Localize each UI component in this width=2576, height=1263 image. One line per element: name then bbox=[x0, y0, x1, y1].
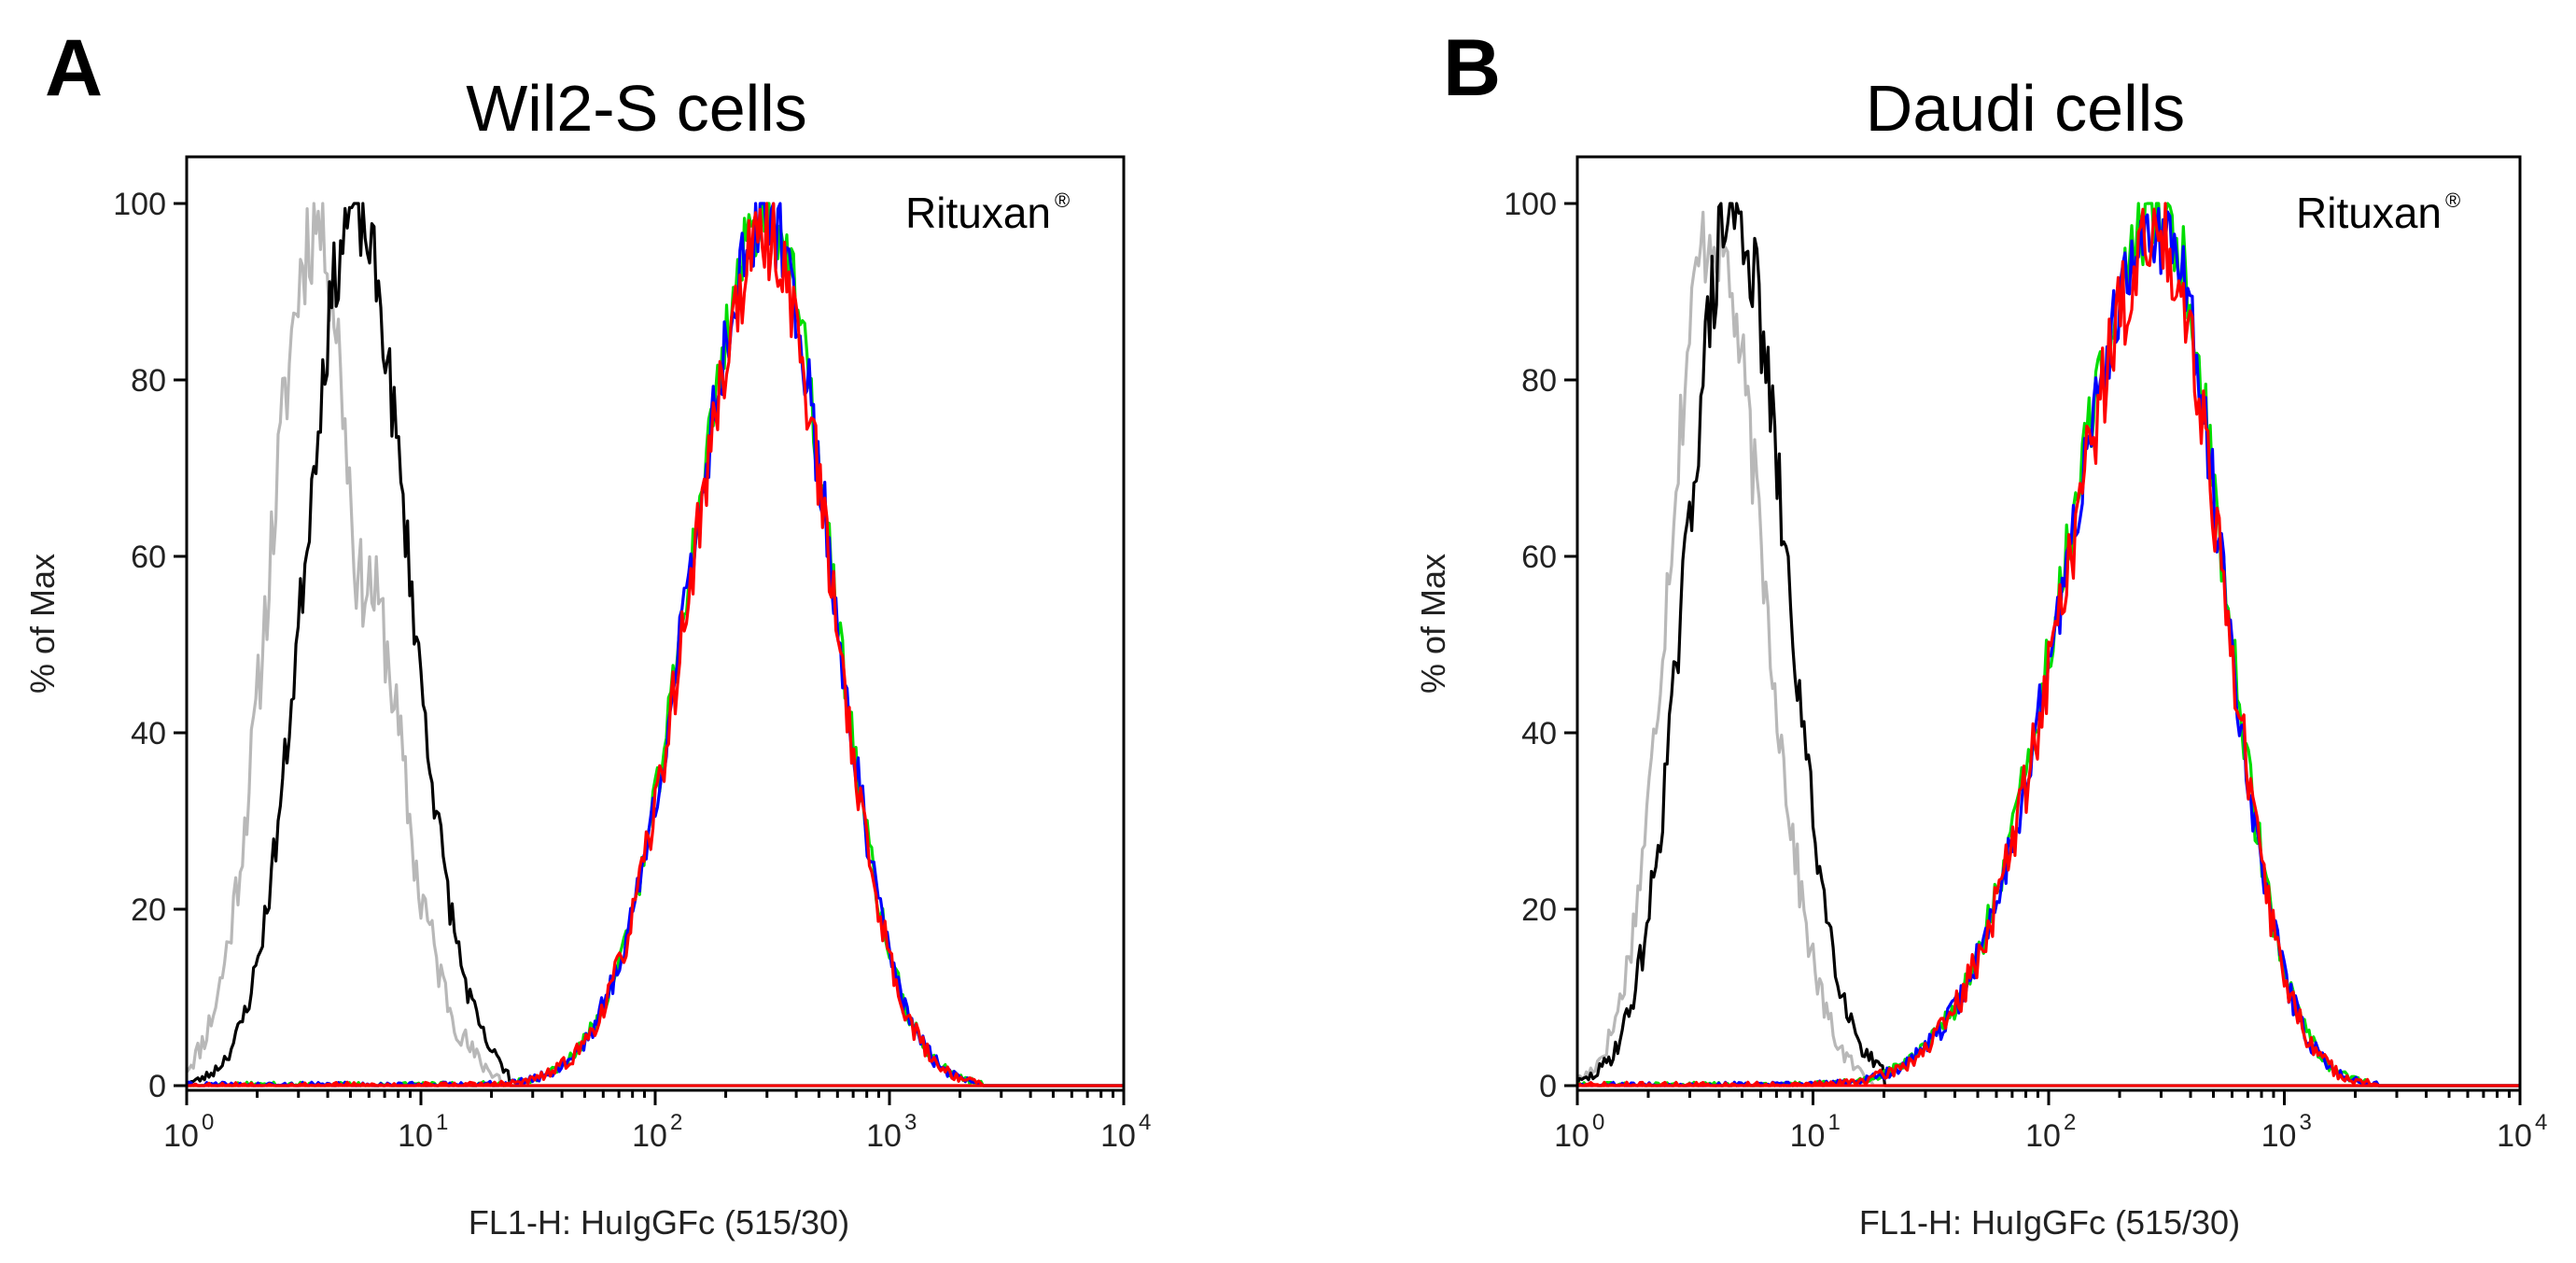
plot-frame bbox=[185, 155, 1126, 1092]
panel-title: Daudi cells bbox=[1866, 72, 2185, 145]
x-tick-label: 10 1 bbox=[1790, 1110, 1841, 1154]
x-tick-base: 10 bbox=[632, 1118, 667, 1154]
y-tick-label: 100 bbox=[1504, 187, 1557, 222]
x-tick-exponent: 0 bbox=[1592, 1110, 1604, 1135]
x-tick-exponent: 4 bbox=[1139, 1110, 1151, 1135]
x-tick-exponent: 2 bbox=[670, 1110, 682, 1135]
panel-letter: B bbox=[1443, 23, 1501, 113]
x-tick-base: 10 bbox=[163, 1118, 199, 1154]
x-axis-label: FL1-H: HuIgGFc (515/30) bbox=[469, 1203, 849, 1242]
annotation-label: Rituxan bbox=[2296, 189, 2442, 237]
y-tick-label: 100 bbox=[113, 187, 166, 222]
x-tick-label: 10 4 bbox=[1100, 1110, 1151, 1154]
plot-frame bbox=[1575, 155, 2522, 1092]
x-tick-label: 10 0 bbox=[163, 1110, 214, 1154]
x-tick-exponent: 3 bbox=[904, 1110, 917, 1135]
x-tick-label: 10 1 bbox=[398, 1110, 448, 1154]
x-tick-base: 10 bbox=[398, 1118, 433, 1154]
y-axis-label: % of Max bbox=[1414, 554, 1452, 694]
x-tick-label: 10 2 bbox=[632, 1110, 682, 1154]
y-tick-label: 60 bbox=[131, 540, 166, 575]
panel-title: Wil2-S cells bbox=[466, 72, 807, 145]
y-axis-label: % of Max bbox=[23, 554, 62, 694]
x-tick-exponent: 4 bbox=[2535, 1110, 2547, 1135]
y-tick-label: 20 bbox=[1521, 892, 1557, 928]
x-tick-label: 10 3 bbox=[2261, 1110, 2312, 1154]
x-tick-label: 10 4 bbox=[2497, 1110, 2547, 1154]
x-tick-base: 10 bbox=[1554, 1118, 1589, 1154]
y-tick-label: 80 bbox=[1521, 363, 1557, 399]
x-tick-base: 10 bbox=[866, 1118, 902, 1154]
y-tick-label: 80 bbox=[131, 363, 166, 399]
x-axis-label: FL1-H: HuIgGFc (515/30) bbox=[1859, 1203, 2240, 1242]
y-tick-label: 60 bbox=[1521, 540, 1557, 575]
x-tick-exponent: 0 bbox=[202, 1110, 214, 1135]
y-tick-label: 0 bbox=[1539, 1069, 1557, 1104]
x-tick-label: 10 2 bbox=[2025, 1110, 2076, 1154]
registered-mark: ® bbox=[1055, 189, 1070, 212]
x-tick-exponent: 2 bbox=[2064, 1110, 2076, 1135]
y-tick-label: 0 bbox=[148, 1069, 166, 1104]
x-tick-base: 10 bbox=[2497, 1118, 2532, 1154]
x-tick-exponent: 1 bbox=[1828, 1110, 1841, 1135]
x-tick-exponent: 1 bbox=[436, 1110, 448, 1135]
annotation-label: Rituxan bbox=[905, 189, 1051, 237]
x-tick-base: 10 bbox=[2261, 1118, 2297, 1154]
x-tick-base: 10 bbox=[1790, 1118, 1826, 1154]
panel-letter: A bbox=[45, 23, 103, 113]
x-tick-label: 10 3 bbox=[866, 1110, 917, 1154]
registered-mark: ® bbox=[2445, 189, 2460, 212]
x-tick-exponent: 3 bbox=[2300, 1110, 2312, 1135]
x-tick-label: 10 0 bbox=[1554, 1110, 1604, 1154]
y-tick-label: 20 bbox=[131, 892, 166, 928]
y-tick-label: 40 bbox=[131, 716, 166, 751]
y-tick-label: 40 bbox=[1521, 716, 1557, 751]
x-tick-base: 10 bbox=[2025, 1118, 2061, 1154]
x-tick-base: 10 bbox=[1100, 1118, 1136, 1154]
